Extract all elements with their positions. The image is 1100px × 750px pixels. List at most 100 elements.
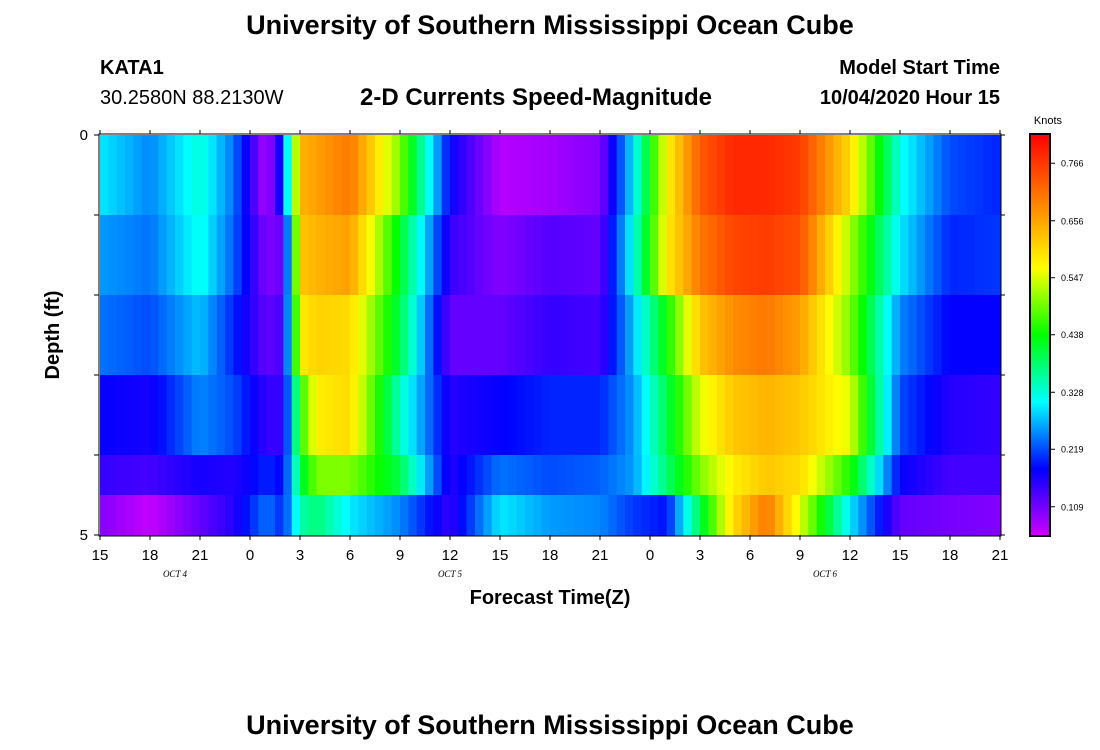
heatmap-cell [875,375,884,456]
heatmap-cell [700,135,709,216]
heatmap-cell [983,135,993,216]
heatmap-cell [691,375,701,456]
heatmap-cell [825,135,834,216]
heatmap-cell [808,455,818,496]
heatmap-cell [625,455,634,496]
heatmap-cell [516,495,526,536]
heatmap-cell [625,295,634,376]
heatmap-cell [316,375,326,456]
heatmap-cell [941,295,951,376]
heatmap-cell [275,495,284,536]
heatmap-cell [241,215,251,296]
heatmap-cell [308,375,318,456]
heatmap-cell [158,455,168,496]
heatmap-cell [108,215,118,296]
chart-axes: 15 18 21 0 3 6 9 12 15 18 21 0 3 6 9 12 15 18 21 OCT 4 OCT 5… [80,127,1009,579]
heatmap-cell [958,455,968,496]
heatmap-cell [466,295,476,376]
heatmap-cell [183,455,193,496]
heatmap-cell [391,375,401,456]
heatmap-cell [233,215,243,296]
heatmap-cell [391,495,401,536]
heatmap-cell [441,375,451,456]
heatmap-cell [341,295,351,376]
heatmap-cell [816,215,826,296]
heatmap-cell [950,135,959,216]
heatmap-cell [416,495,426,536]
heatmap-cell [783,295,793,376]
heatmap-cell [116,495,126,536]
heatmap-cell [708,375,718,456]
heatmap-cell [958,135,968,216]
heatmap-cell [766,295,776,376]
heatmap-cell [941,375,951,456]
heatmap-cell [600,135,609,216]
heatmap-cell [208,215,218,296]
heatmap-cell [841,375,851,456]
heatmap-cell [491,455,501,496]
heatmap-cell [241,495,251,536]
heatmap-cell [875,135,884,216]
heatmap-cell [183,375,193,456]
heatmap-cell [725,375,734,456]
x-tick-label: 9 [396,547,404,564]
heatmap-cell [400,455,409,496]
heatmap-cell [891,135,901,216]
heatmap-cell [641,375,651,456]
heatmap-cell [916,375,926,456]
heatmap-cell [383,135,393,216]
heatmap-cell [900,495,909,536]
heatmap-cell [325,215,334,296]
heatmap-cell [375,295,384,376]
heatmap-cell [333,495,343,536]
heatmap-cell [416,135,426,216]
heatmap-cell [325,135,334,216]
heatmap-cell [158,375,168,456]
heatmap-cell [783,495,793,536]
heatmap-cell [175,215,184,296]
heatmap-cell [783,375,793,456]
heatmap-cell [625,375,634,456]
heatmap-cell [416,375,426,456]
heatmap-cell [650,495,659,536]
heatmap-cell [208,455,218,496]
heatmap-cell [633,375,643,456]
colorbar-tick-label: 0.328 [1061,388,1084,398]
heatmap-cell [508,455,518,496]
heatmap-cell [675,295,684,376]
colorbar-tick-label: 0.109 [1061,502,1084,512]
heatmap-cell [608,295,618,376]
heatmap-cell [475,215,484,296]
heatmap-cell [491,135,501,216]
heatmap-cell [266,295,276,376]
heatmap-cell [266,495,276,536]
heatmap-cell [633,215,643,296]
heatmap-cell [183,295,193,376]
x-tick-label: 0 [646,547,654,564]
date-label: OCT 6 [813,569,838,579]
heatmap-cell [775,135,784,216]
heatmap-cell [400,495,409,536]
heatmap-cell [950,495,959,536]
chart-subtitle: 2-D Currents Speed-Magnitude [360,84,713,111]
heatmap-cell [200,455,209,496]
heatmap-cell [858,215,868,296]
station-id: KATA1 [100,57,164,79]
heatmap-cell [125,455,134,496]
heatmap-cell [250,375,259,456]
heatmap-cell [833,295,843,376]
heatmap-cell [366,135,376,216]
heatmap-cell [833,495,843,536]
heatmap-cell [925,495,934,536]
colorbar-scale [1029,133,1051,537]
heatmap-cell [958,295,968,376]
heatmap-cell [275,215,284,296]
heatmap-cell [816,495,826,536]
heatmap-cell [400,375,409,456]
x-tick-label: 0 [246,547,254,564]
heatmap-cell [633,295,643,376]
heatmap-cell [341,215,351,296]
heatmap-cell [358,215,368,296]
heatmap-cell [616,295,626,376]
heatmap-cell [341,135,351,216]
